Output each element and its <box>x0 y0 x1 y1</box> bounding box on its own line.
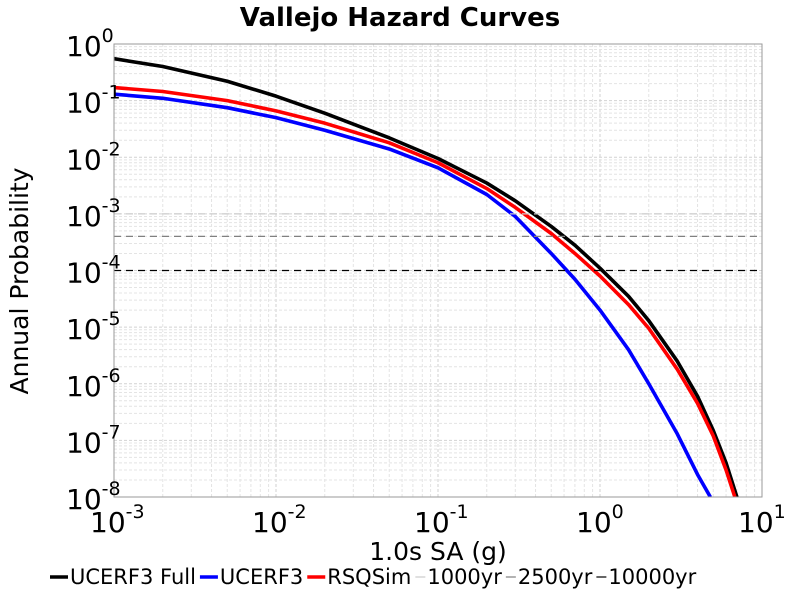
x-tick-label: 10-3 <box>90 501 145 539</box>
series-ucerf3-curve <box>114 92 712 497</box>
x-tick-label: 10-2 <box>252 501 307 539</box>
y-tick-labels: 100 10-1 10-2 10-3 10-4 10-5 10-6 10-7 10-8 <box>66 25 121 516</box>
y-tick-label: 10-8 <box>66 478 121 516</box>
series-ucerf3-full-curve <box>114 56 739 497</box>
legend: UCERF3 Full UCERF3 RSQSim 1000yr 2500yr 10000… <box>50 565 697 589</box>
y-tick-label: 10-6 <box>66 365 121 403</box>
series-rsqsim-curve <box>114 85 737 497</box>
legend-item: RSQSim <box>307 565 411 589</box>
legend-item: UCERF3 <box>199 565 303 589</box>
x-tick-label: 100 <box>576 501 624 539</box>
chart-title: Vallejo Hazard Curves <box>240 3 560 33</box>
y-tick-label: 100 <box>66 25 114 63</box>
legend-label: 1000yr <box>427 565 502 589</box>
legend-label: UCERF3 <box>220 565 303 589</box>
x-axis-label: 1.0s SA (g) <box>369 537 507 566</box>
legend-item: 2500yr <box>505 565 593 589</box>
x-tick-labels: 10-3 10-2 10-1 100 101 <box>90 501 786 539</box>
y-tick-label: 10-7 <box>66 421 121 459</box>
y-tick-label: 10-1 <box>66 82 121 120</box>
legend-item: 1000yr <box>415 565 502 589</box>
plot-frame <box>113 43 763 498</box>
y-tick-label: 10-5 <box>66 308 121 346</box>
legend-label: UCERF3 Full <box>70 565 196 589</box>
legend-item: 10000yr <box>596 565 697 589</box>
y-tick-label: 10-2 <box>66 138 121 176</box>
legend-label: 10000yr <box>608 565 696 589</box>
legend-label: 2500yr <box>518 565 593 589</box>
y-axis-label: Annual Probability <box>5 167 34 394</box>
y-tick-label: 10-4 <box>66 252 121 290</box>
legend-label: RSQSim <box>327 565 411 589</box>
legend-item: UCERF3 Full <box>50 565 196 589</box>
plot-series <box>114 56 762 497</box>
x-tick-label: 10-1 <box>414 501 469 539</box>
x-tick-label: 101 <box>738 501 786 539</box>
y-tick-label: 10-3 <box>66 195 121 233</box>
